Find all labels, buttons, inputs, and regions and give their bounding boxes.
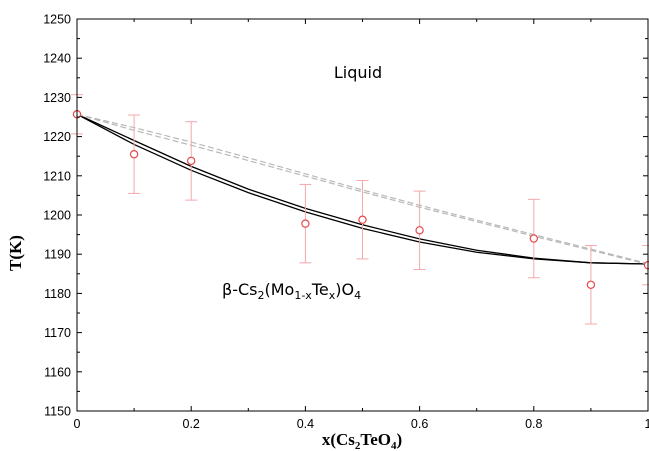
y-tick-label: 1170 <box>44 326 71 340</box>
x-axis-title: x(Cs2TeO4) <box>322 430 402 451</box>
data-point <box>415 226 424 235</box>
x-tick-label: 0.6 <box>411 417 428 431</box>
x-tick-label: 0 <box>74 417 81 431</box>
y-axis-title: T(K) <box>6 235 25 271</box>
liquid-region-label: Liquid <box>334 63 382 82</box>
x-tick-label: 0.2 <box>183 417 200 431</box>
data-point <box>129 150 139 159</box>
y-tick-label: 1250 <box>43 13 71 27</box>
y-tick-label: 1160 <box>44 365 71 379</box>
x-tick-label: 1 <box>645 417 649 431</box>
data-point <box>301 219 310 228</box>
y-tick-label: 1180 <box>44 287 71 301</box>
y-tick-label: 1200 <box>43 209 71 223</box>
data-point <box>586 280 596 289</box>
y-tick-label: 1210 <box>43 169 71 183</box>
data-point <box>358 215 367 224</box>
y-tick-label: 1240 <box>43 52 71 66</box>
y-tick-label: 1190 <box>44 248 71 262</box>
x-tick-label: 0.8 <box>525 417 542 431</box>
solid-phase-label: β-Cs2(Mo1-xTex)O4 <box>222 280 361 302</box>
y-tick-label: 1220 <box>43 130 71 144</box>
x-tick-label: 0.4 <box>297 417 314 431</box>
y-tick-label: 1150 <box>44 405 71 419</box>
data-point <box>529 234 539 243</box>
y-tick-label: 1230 <box>43 91 71 105</box>
plot-frame <box>76 18 649 412</box>
data-point <box>186 156 196 166</box>
